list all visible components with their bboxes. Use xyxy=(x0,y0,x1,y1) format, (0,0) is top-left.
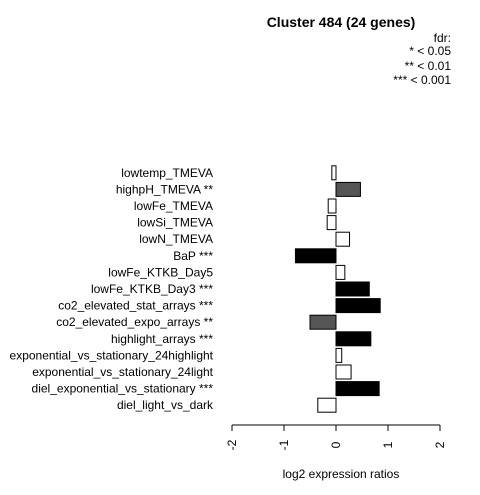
category-label: exponential_vs_stationary_24highlight xyxy=(10,348,214,362)
x-axis: -2 -1 0 1 2 xyxy=(225,424,447,450)
category-label: lowSi_TMEVA xyxy=(137,216,213,230)
bar xyxy=(309,314,337,330)
x-tick-label: -1 xyxy=(277,439,291,450)
bar xyxy=(335,347,343,363)
legend: fdr: * < 0.05 ** < 0.01 *** < 0.001 xyxy=(393,31,451,87)
category-label: lowFe_TMEVA xyxy=(134,199,213,213)
chart-title: Cluster 484 (24 genes) xyxy=(267,14,416,30)
category-label: highlight_arrays *** xyxy=(111,332,213,346)
x-tick-label: -2 xyxy=(225,439,239,450)
bar xyxy=(335,381,380,397)
category-label: co2_elevated_stat_arrays *** xyxy=(58,299,213,313)
legend-entry-2: ** < 0.01 xyxy=(405,59,452,73)
category-label: exponential_vs_stationary_24light xyxy=(32,365,213,379)
x-tick-label: 1 xyxy=(381,441,395,448)
category-label: diel_exponential_vs_stationary *** xyxy=(32,382,214,396)
x-axis-label: log2 expression ratios xyxy=(283,467,400,481)
bar xyxy=(326,215,337,231)
category-label: lowFe_KTKB_Day5 xyxy=(108,265,213,279)
category-labels: lowtemp_TMEVA highpH_TMEVA ** lowFe_TMEVAl… xyxy=(10,166,214,412)
x-tick-label: 2 xyxy=(433,441,447,448)
category-label: lowtemp_TMEVA xyxy=(121,166,213,180)
bar xyxy=(331,165,337,181)
x-tick-label: 0 xyxy=(329,441,343,448)
category-label: diel_light_vs_dark xyxy=(117,398,214,412)
bar xyxy=(335,281,370,297)
legend-entry-3: *** < 0.001 xyxy=(393,73,451,87)
bar xyxy=(335,264,346,280)
category-label: lowN_TMEVA xyxy=(139,232,213,246)
bars xyxy=(294,165,381,413)
bar xyxy=(294,248,337,264)
bar xyxy=(335,331,372,347)
bar xyxy=(335,364,352,380)
legend-title: fdr: xyxy=(434,31,451,45)
bar xyxy=(335,298,381,314)
category-label: BaP *** xyxy=(173,249,213,263)
bar xyxy=(335,181,361,197)
bar xyxy=(317,397,337,413)
bar xyxy=(327,198,337,214)
category-label: highpH_TMEVA ** xyxy=(116,182,213,196)
legend-entry-1: * < 0.05 xyxy=(409,44,451,58)
category-label: co2_elevated_expo_arrays ** xyxy=(56,315,213,329)
category-label: lowFe_KTKB_Day3 *** xyxy=(91,282,213,296)
bar xyxy=(335,231,351,247)
